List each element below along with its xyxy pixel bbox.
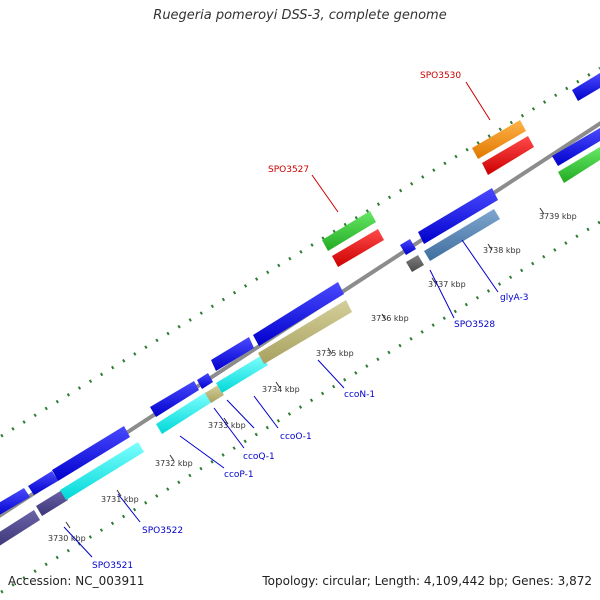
gene-label-cnon-1[interactable]: ccoN-1: [344, 390, 375, 400]
gene-bar: [406, 255, 424, 272]
gene-arrow: [150, 381, 199, 417]
map-title: Ruegeria pomeroyi DSS-3, complete genome: [153, 8, 447, 23]
tick-label: 3735 kbp: [316, 349, 354, 358]
gene-arrow-orange: [472, 120, 526, 159]
gene-arrow: [400, 239, 416, 255]
gene-bar: [0, 510, 40, 546]
genome-summary-text: Topology: circular; Length: 4,109,442 bp…: [262, 574, 592, 588]
gene-label-ccoo-1[interactable]: ccoO-1: [280, 432, 312, 442]
gene-arrow-green: [322, 211, 376, 251]
reverse-strand-genes: [0, 209, 500, 546]
tick-labels: 3730 kbp 3731 kbp 3732 kbp 3733 kbp 3734…: [48, 212, 577, 543]
gene-label-spo3521[interactable]: SPO3521: [92, 561, 133, 571]
highlighted-genes: [322, 120, 600, 267]
gene-arrow: [211, 337, 254, 371]
gene-arrow-red: [332, 229, 384, 267]
tick-label: 3736 kbp: [371, 314, 409, 323]
inner-dotted-guide: [0, 220, 600, 595]
gene-arrow: [52, 426, 130, 481]
gene-arrow: [572, 73, 600, 101]
gene-bar: [36, 490, 68, 516]
tick-label: 3732 kbp: [155, 459, 193, 468]
gene-arrow-red: [482, 136, 534, 175]
gene-bar: [216, 355, 268, 393]
gene-label-spo3522[interactable]: SPO3522: [142, 526, 183, 536]
tick-label: 3739 kbp: [539, 212, 577, 221]
gene-bar: [258, 300, 352, 364]
accession-text: Accession: NC_003911: [8, 574, 145, 588]
gene-label-spo3527[interactable]: SPO3527: [268, 165, 309, 175]
gene-arrow: [28, 471, 58, 495]
gene-label-ccop-1[interactable]: ccoP-1: [224, 470, 254, 480]
gene-bar: [205, 385, 224, 403]
tick-label: 3731 kbp: [101, 495, 139, 504]
label-leaders: [63, 81, 499, 558]
tick-label: 3734 kbp: [262, 385, 300, 394]
gene-arrow: [197, 373, 213, 389]
gene-label-spo3528[interactable]: SPO3528: [454, 320, 495, 330]
outer-dotted-guide: [0, 66, 600, 439]
gene-labels: SPO3521 SPO3522 ccoP-1 ccoQ-1 ccoO-1 cco…: [92, 71, 528, 571]
tick-label: 3737 kbp: [428, 280, 466, 289]
gene-bar: [156, 392, 212, 434]
gene-label-ccoq-1[interactable]: ccoQ-1: [243, 452, 275, 462]
tick-label: 3730 kbp: [48, 534, 86, 543]
position-ticks: [65, 207, 545, 529]
gene-arrow: [0, 488, 30, 515]
gene-label-spo3530[interactable]: SPO3530: [420, 71, 461, 81]
gene-label-glya-3[interactable]: glyA-3: [500, 293, 528, 303]
gene-arrow: [552, 128, 600, 166]
gene-arrow: [418, 188, 498, 244]
gene-arrow-green: [558, 147, 600, 183]
gene-arrow: [253, 282, 344, 346]
gene-bar: [60, 442, 144, 500]
tick-label: 3738 kbp: [483, 246, 521, 255]
forward-strand-genes: [0, 73, 600, 515]
gene-bar: [424, 209, 500, 261]
